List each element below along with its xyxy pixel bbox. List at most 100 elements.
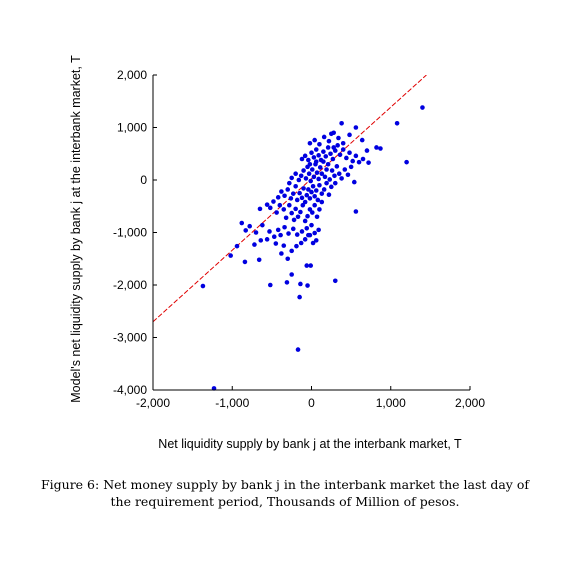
data-point <box>282 224 287 230</box>
data-point <box>337 152 343 158</box>
data-point <box>306 232 311 238</box>
data-point <box>312 202 317 208</box>
data-point <box>334 164 340 169</box>
data-point <box>308 263 314 268</box>
data-point <box>291 217 297 223</box>
data-point <box>310 240 316 246</box>
data-point <box>285 256 291 262</box>
data-point <box>314 170 320 175</box>
data-point <box>311 155 317 160</box>
data-point <box>312 193 317 199</box>
data-point <box>289 248 294 254</box>
y-tick-label: -4,000 <box>113 383 147 397</box>
data-point <box>305 283 310 288</box>
data-point <box>298 240 304 246</box>
data-point <box>281 243 287 248</box>
data-point <box>332 180 338 186</box>
data-point <box>304 263 310 268</box>
data-point <box>267 229 272 234</box>
data-point <box>420 105 425 110</box>
data-point <box>279 251 284 256</box>
data-point <box>264 202 270 207</box>
data-point <box>289 210 294 216</box>
data-point <box>252 242 257 247</box>
data-point <box>275 227 281 233</box>
data-point <box>323 154 329 159</box>
figure-caption: Figure 6: Net money supply by bank j in … <box>40 476 530 510</box>
data-point <box>260 222 265 228</box>
data-point <box>289 272 294 277</box>
data-point <box>298 209 303 215</box>
data-point <box>344 155 349 161</box>
data-point <box>347 132 352 138</box>
data-point <box>279 189 284 194</box>
data-point <box>342 167 348 172</box>
data-point <box>290 191 296 196</box>
data-point <box>264 237 270 242</box>
data-point <box>308 178 314 184</box>
data-point <box>307 207 313 212</box>
data-point <box>273 241 279 246</box>
data-point <box>321 149 326 154</box>
data-point <box>322 174 328 180</box>
data-point <box>353 209 359 214</box>
data-point <box>242 259 248 265</box>
data-point <box>328 151 333 157</box>
data-point <box>278 232 283 238</box>
data-point <box>228 253 233 258</box>
scatter-chart: -2,000 -1,000 0 1,000 2,000 2,000 1,000 0 -1,000… <box>69 55 485 451</box>
data-point <box>329 184 334 190</box>
data-point <box>306 187 311 192</box>
data-point <box>316 227 321 233</box>
data-point <box>324 180 329 186</box>
data-point <box>294 232 300 237</box>
data-point <box>288 196 294 201</box>
data-point <box>331 145 336 150</box>
data-point <box>302 199 308 205</box>
data-point <box>304 192 310 198</box>
y-axis-title: Model's net liquidity supply by bank j a… <box>69 55 83 403</box>
data-point <box>247 223 252 229</box>
data-point <box>335 143 340 148</box>
x-tick-label: 0 <box>308 396 315 410</box>
data-point <box>294 197 300 203</box>
data-point <box>307 196 313 201</box>
data-point <box>336 135 341 141</box>
data-point <box>327 177 333 182</box>
data-point <box>295 214 301 220</box>
data-point <box>356 159 362 165</box>
data-point <box>277 202 283 208</box>
x-tick-label: -2,000 <box>136 396 170 410</box>
data-point <box>313 188 319 193</box>
data-point <box>313 238 319 243</box>
data-point <box>293 206 298 212</box>
data-point <box>299 229 305 234</box>
data-point <box>267 282 273 288</box>
data-point <box>345 172 351 178</box>
data-point <box>330 156 336 162</box>
data-point <box>332 173 337 179</box>
data-point <box>283 215 289 221</box>
data-point <box>312 137 317 143</box>
data-point <box>302 237 308 242</box>
data-point <box>404 159 409 165</box>
data-point <box>309 167 315 172</box>
data-point <box>281 207 287 212</box>
data-point <box>359 137 365 143</box>
data-point <box>295 347 301 352</box>
data-point <box>340 140 346 146</box>
data-point <box>329 131 334 137</box>
data-point <box>309 222 314 228</box>
data-point <box>317 182 322 188</box>
data-point <box>307 161 313 167</box>
data-point <box>287 180 292 186</box>
data-point <box>336 171 342 176</box>
data-point <box>317 165 323 170</box>
data-point <box>374 145 379 150</box>
x-tick-label: 2,000 <box>455 396 485 410</box>
data-point <box>299 195 305 201</box>
data-point <box>301 168 306 173</box>
caption-label: Figure 6: <box>40 477 100 492</box>
data-point <box>293 184 298 189</box>
